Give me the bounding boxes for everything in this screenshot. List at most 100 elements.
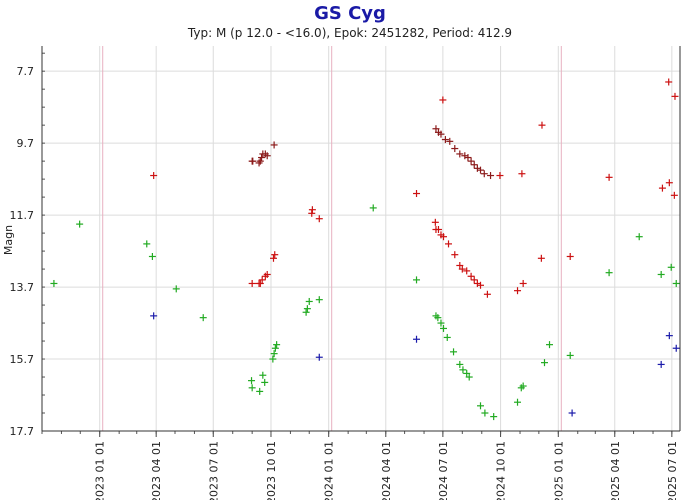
data-point xyxy=(537,254,545,262)
y-tick-label: 11.7 xyxy=(10,209,35,222)
data-point xyxy=(519,382,527,390)
data-point xyxy=(256,387,264,395)
data-point xyxy=(667,263,675,271)
data-point xyxy=(305,297,313,305)
data-point xyxy=(434,226,442,234)
data-point xyxy=(434,314,442,322)
data-point xyxy=(477,281,485,289)
data-point xyxy=(481,409,489,417)
data-point xyxy=(258,154,266,162)
y-tick-label: 9.7 xyxy=(17,137,35,150)
data-point xyxy=(566,351,574,359)
data-point xyxy=(450,348,458,356)
data-point xyxy=(546,341,554,349)
x-ticks: 2023 01 01 2023 04 01 2023 07 01 2023 10 01… xyxy=(94,441,679,500)
data-point xyxy=(439,96,447,104)
data-point xyxy=(248,377,256,385)
data-point xyxy=(665,78,673,86)
data-point xyxy=(261,378,269,386)
data-point xyxy=(413,335,421,343)
data-point xyxy=(483,290,491,298)
data-point xyxy=(258,276,266,284)
x-tick-label: 2025 04 01 xyxy=(609,441,622,500)
data-point xyxy=(480,170,488,178)
data-point xyxy=(519,279,527,287)
data-point xyxy=(432,125,440,133)
data-point xyxy=(456,261,464,269)
data-point xyxy=(315,296,323,304)
data-point xyxy=(496,172,504,180)
data-points xyxy=(50,78,680,421)
data-point xyxy=(369,204,377,212)
data-point xyxy=(446,137,454,145)
data-point xyxy=(463,267,471,275)
data-point xyxy=(470,161,478,169)
data-point xyxy=(605,269,613,277)
data-point xyxy=(148,252,156,260)
x-tick-label: 2024 10 01 xyxy=(495,441,508,500)
data-point xyxy=(672,344,680,352)
data-point xyxy=(259,371,267,379)
data-point xyxy=(464,154,472,162)
data-point xyxy=(658,184,666,192)
data-point xyxy=(568,409,576,417)
data-point xyxy=(308,206,316,214)
data-point xyxy=(150,312,158,320)
data-point xyxy=(315,353,323,361)
data-point xyxy=(470,276,478,284)
data-point xyxy=(248,384,256,392)
data-point xyxy=(458,265,466,273)
data-point xyxy=(431,218,439,226)
y-tick-label: 15.7 xyxy=(10,353,35,366)
data-point xyxy=(413,276,421,284)
data-point xyxy=(271,251,279,259)
data-point xyxy=(271,344,279,352)
data-point xyxy=(657,360,665,368)
data-point xyxy=(249,157,257,165)
data-point xyxy=(477,166,485,174)
x-tick-label: 2024 01 01 xyxy=(323,441,336,500)
data-point xyxy=(514,287,522,295)
data-point xyxy=(172,285,180,293)
data-point xyxy=(672,279,680,287)
chart-subtitle: Typ: M (p 12.0 - <16.0), Epok: 2451282, … xyxy=(187,26,512,40)
y-tick-label: 13.7 xyxy=(10,281,35,294)
data-point xyxy=(302,308,310,316)
x-tick-label: 2023 10 01 xyxy=(265,441,278,500)
data-point xyxy=(439,324,447,332)
data-point xyxy=(150,172,158,180)
data-point xyxy=(456,150,464,158)
axes xyxy=(41,46,681,437)
data-point xyxy=(308,209,316,217)
x-tick-label: 2025 01 01 xyxy=(552,441,565,500)
data-point xyxy=(456,360,464,368)
data-point xyxy=(303,305,311,313)
data-point xyxy=(665,179,673,187)
data-point xyxy=(467,272,475,280)
data-point xyxy=(437,130,445,138)
data-point xyxy=(441,136,449,144)
data-point xyxy=(273,341,281,349)
data-point xyxy=(413,190,421,198)
data-point xyxy=(451,145,459,153)
data-point xyxy=(437,319,445,327)
data-point xyxy=(657,270,665,278)
data-point xyxy=(487,172,495,180)
data-point xyxy=(490,413,498,421)
data-point xyxy=(256,279,264,287)
data-point xyxy=(443,333,451,341)
y-ticks: 7.7 9.7 11.7 13.7 15.7 17.7 xyxy=(10,65,35,438)
data-point xyxy=(248,279,256,287)
x-tick-label: 2024 07 01 xyxy=(437,441,450,500)
data-point xyxy=(315,215,323,223)
data-point xyxy=(566,252,574,260)
data-point xyxy=(269,254,277,262)
data-point xyxy=(451,251,459,259)
data-point xyxy=(263,270,271,278)
data-point xyxy=(671,92,679,100)
data-point xyxy=(270,350,278,358)
plot-area xyxy=(42,46,680,431)
data-point xyxy=(477,402,485,410)
data-point xyxy=(439,233,447,241)
